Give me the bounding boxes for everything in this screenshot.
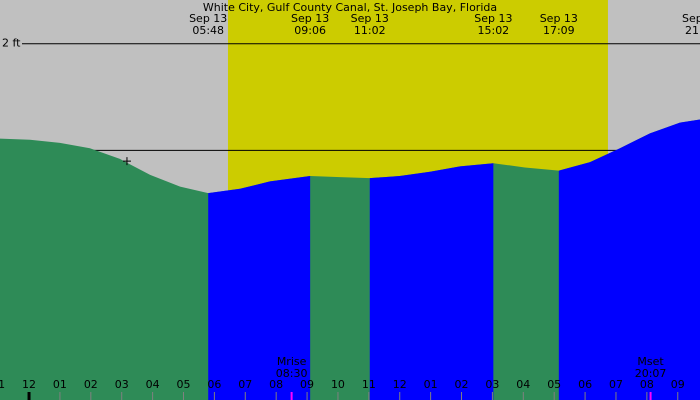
x-tick-label: 05 bbox=[547, 378, 561, 391]
x-tick-label: 10 bbox=[331, 378, 345, 391]
event-date: Sep 13 bbox=[540, 12, 578, 25]
x-tick-label: 06 bbox=[207, 378, 221, 391]
y-tick-label: 2 ft bbox=[2, 37, 21, 50]
x-tick-label: 12 bbox=[393, 378, 407, 391]
x-tick-label: 08 bbox=[640, 378, 654, 391]
moon-label: Mset bbox=[637, 355, 664, 368]
event-date: Sep 13 bbox=[291, 12, 329, 25]
x-tick-label: 06 bbox=[578, 378, 592, 391]
moon-time: 20:07 bbox=[635, 367, 667, 380]
x-tick-label: 01 bbox=[424, 378, 438, 391]
event-date: Sep 13 bbox=[474, 12, 512, 25]
x-tick-label: 11 bbox=[0, 378, 5, 391]
event-time: 09:06 bbox=[294, 24, 326, 37]
chart-title: White City, Gulf County Canal, St. Josep… bbox=[203, 1, 497, 14]
event-date: Sep 13 bbox=[351, 12, 389, 25]
x-tick-label: 11 bbox=[362, 378, 376, 391]
event-time: 15:02 bbox=[477, 24, 509, 37]
x-tick-label: 03 bbox=[485, 378, 499, 391]
x-tick-label: 02 bbox=[455, 378, 469, 391]
x-tick-label: 02 bbox=[84, 378, 98, 391]
x-tick-label: 07 bbox=[238, 378, 252, 391]
event-time: 17:09 bbox=[543, 24, 575, 37]
event-date: Sep 13 bbox=[189, 12, 227, 25]
x-tick-label: 04 bbox=[146, 378, 160, 391]
x-tick-label: 03 bbox=[115, 378, 129, 391]
moon-label: Mrise bbox=[277, 355, 307, 368]
x-tick-label: 12 bbox=[22, 378, 36, 391]
x-tick-label: 08 bbox=[269, 378, 283, 391]
now-marker bbox=[122, 157, 131, 166]
x-tick-label: 07 bbox=[609, 378, 623, 391]
x-tick-label: 09 bbox=[300, 378, 314, 391]
x-tick-label: 04 bbox=[516, 378, 530, 391]
x-tick-label: 09 bbox=[671, 378, 685, 391]
tide-area bbox=[0, 119, 700, 400]
event-time: 11:02 bbox=[354, 24, 386, 37]
event-time: 05:48 bbox=[192, 24, 224, 37]
x-tick-label: 05 bbox=[176, 378, 190, 391]
next-event-time: 21 bbox=[685, 24, 699, 37]
moon-time: 08:30 bbox=[276, 367, 308, 380]
rising-segment bbox=[558, 119, 700, 400]
x-tick-label: 01 bbox=[53, 378, 67, 391]
next-event-date: Sep bbox=[682, 12, 700, 25]
